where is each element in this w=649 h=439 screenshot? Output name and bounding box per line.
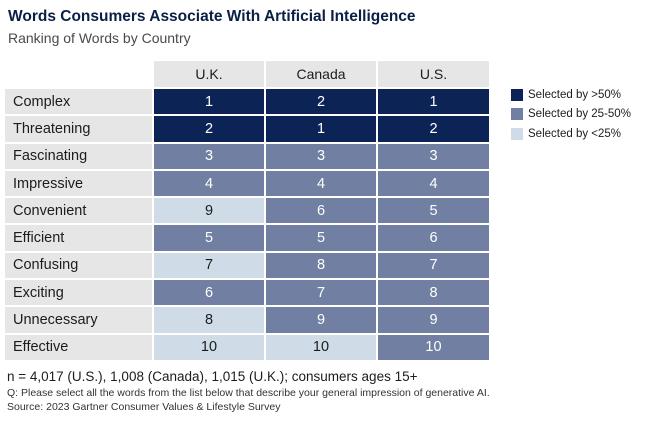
rank-cell-us: 7 [376, 250, 489, 280]
row-label: Efficient [5, 223, 153, 252]
rank-cell-us: 5 [376, 196, 489, 225]
rank-cell-us: 2 [376, 114, 489, 143]
ranking-table: U.K. Canada U.S. Complex 1 2 1 Threatening 2 1… [5, 61, 489, 360]
rank-cell-uk: 5 [152, 223, 265, 252]
header-row: U.K. Canada U.S. [5, 61, 489, 88]
table-row: Effective 10 10 10 [5, 332, 489, 360]
rank-cell-uk: 3 [152, 141, 265, 170]
rank-cell-uk: 9 [152, 196, 265, 225]
row-label: Unnecessary [5, 305, 153, 334]
legend-label-mid: Selected by 25-50% [528, 108, 631, 121]
sample-size-note: n = 4,017 (U.S.), 1,008 (Canada), 1,015 … [7, 369, 418, 384]
table-row: Efficient 5 5 6 [5, 223, 489, 252]
rank-cell-canada: 4 [264, 168, 377, 198]
column-header-canada: Canada [264, 61, 377, 88]
rank-cell-canada: 7 [264, 278, 377, 307]
row-label: Threatening [5, 114, 153, 143]
row-label: Exciting [5, 278, 153, 307]
header-corner [5, 61, 153, 88]
table-row: Confusing 7 8 7 [5, 250, 489, 280]
legend-swatch-low [511, 127, 523, 140]
legend: Selected by >50% Selected by 25-50% Sele… [511, 85, 631, 144]
rank-cell-canada: 3 [264, 141, 377, 170]
rank-cell-canada: 1 [264, 114, 377, 143]
legend-label-low: Selected by <25% [528, 127, 622, 140]
rank-cell-uk: 4 [152, 168, 265, 198]
rank-cell-us: 10 [376, 332, 489, 360]
table-row: Threatening 2 1 2 [5, 114, 489, 143]
survey-question: Q: Please select all the words from the … [7, 387, 490, 399]
legend-item-mid: Selected by 25-50% [511, 105, 631, 125]
rank-cell-uk: 6 [152, 278, 265, 307]
table-row: Exciting 6 7 8 [5, 278, 489, 307]
rank-cell-canada: 8 [264, 250, 377, 280]
table-row: Unnecessary 8 9 9 [5, 305, 489, 334]
chart-title: Words Consumers Associate With Artificia… [8, 8, 416, 25]
rank-cell-canada: 9 [264, 305, 377, 334]
rank-cell-us: 9 [376, 305, 489, 334]
row-label: Convenient [5, 196, 153, 225]
table-row: Convenient 9 6 5 [5, 196, 489, 225]
table-row: Impressive 4 4 4 [5, 168, 489, 198]
rank-cell-uk: 2 [152, 114, 265, 143]
rank-cell-canada: 5 [264, 223, 377, 252]
rank-cell-us: 6 [376, 223, 489, 252]
rank-cell-uk: 7 [152, 250, 265, 280]
legend-item-low: Selected by <25% [511, 124, 631, 144]
row-label: Complex [5, 86, 153, 116]
rank-cell-uk: 8 [152, 305, 265, 334]
rank-cell-uk: 1 [152, 86, 265, 116]
chart-subtitle: Ranking of Words by Country [8, 30, 191, 46]
column-header-uk: U.K. [152, 61, 265, 88]
table-row: Complex 1 2 1 [5, 86, 489, 116]
rank-cell-canada: 2 [264, 86, 377, 116]
table-row: Fascinating 3 3 3 [5, 141, 489, 170]
footer: n = 4,017 (U.S.), 1,008 (Canada), 1,015 … [7, 368, 490, 414]
legend-label-high: Selected by >50% [528, 88, 622, 101]
legend-swatch-high [511, 88, 523, 101]
row-label: Impressive [5, 168, 153, 198]
row-label: Confusing [5, 250, 153, 280]
rank-cell-uk: 10 [152, 332, 265, 360]
rank-cell-us: 3 [376, 141, 489, 170]
source-note: Source: 2023 Gartner Consumer Values & L… [7, 401, 281, 413]
row-label: Fascinating [5, 141, 153, 170]
rank-cell-canada: 10 [264, 332, 377, 360]
table-body: Complex 1 2 1 Threatening 2 1 2 Fascinating 3 3 3 Im… [5, 86, 489, 360]
rank-cell-us: 1 [376, 86, 489, 116]
rank-cell-canada: 6 [264, 196, 377, 225]
legend-item-high: Selected by >50% [511, 85, 631, 105]
column-header-us: U.S. [376, 61, 489, 88]
rank-cell-us: 8 [376, 278, 489, 307]
row-label: Effective [5, 332, 153, 360]
rank-cell-us: 4 [376, 168, 489, 198]
legend-swatch-mid [511, 108, 523, 121]
